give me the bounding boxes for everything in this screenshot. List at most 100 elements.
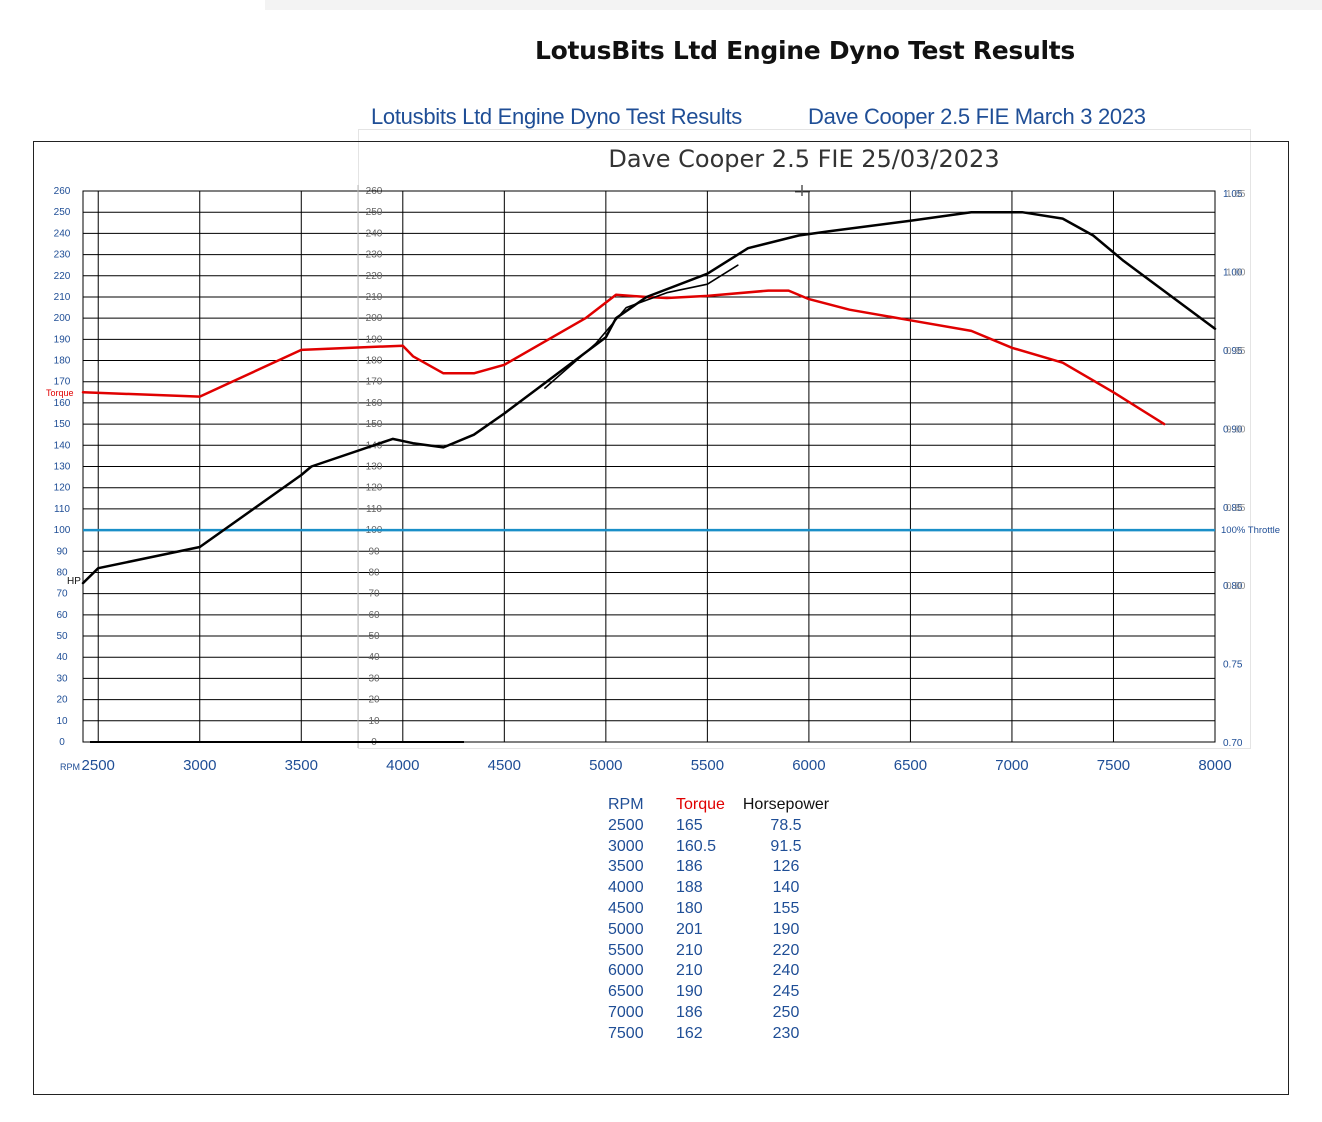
inner-y-tick-label: 180 xyxy=(366,356,383,367)
x-tick-label: 3000 xyxy=(183,757,216,774)
y-tick-label: 100 xyxy=(54,525,71,536)
inner-y-tick-label: 170 xyxy=(366,377,383,388)
cell-torque: 190 xyxy=(676,983,703,1001)
cell-horsepower: 155 xyxy=(772,899,800,917)
y-tick-label: 80 xyxy=(56,567,68,578)
y-tick-label: 230 xyxy=(54,250,71,261)
y-tick-label: 110 xyxy=(54,504,70,515)
y-tick-label: 0 xyxy=(59,737,65,748)
cell-torque: 210 xyxy=(676,962,703,980)
table-row: 6500 190 245 xyxy=(600,982,840,1003)
hp-axis-label: HP xyxy=(67,576,81,587)
inner-y-tick-label: 50 xyxy=(368,631,380,642)
y-tick-label: 190 xyxy=(54,334,71,345)
inner-y-tick-label: 130 xyxy=(366,462,383,473)
table-row: 6000 210 240 xyxy=(600,961,840,982)
inner-y-tick-label: 40 xyxy=(368,652,380,663)
inner-y-tick-label: 70 xyxy=(368,589,380,600)
header-left-title: Lotusbits Ltd Engine Dyno Test Results xyxy=(371,104,742,129)
cell-horsepower: 140 xyxy=(772,879,800,897)
y-tick-label: 30 xyxy=(56,673,68,684)
cell-rpm: 6500 xyxy=(608,983,644,1001)
y-right-tick-overlap: 1.00 xyxy=(1226,268,1246,279)
y-right-tick-label: 0.95 xyxy=(1223,346,1243,357)
chart-title: Dave Cooper 2.5 FIE 25/03/2023 xyxy=(608,145,1000,173)
cell-rpm: 7000 xyxy=(608,1003,644,1021)
inner-y-tick-label: 20 xyxy=(368,695,380,706)
table-row: 2500 165 78.5 xyxy=(600,816,840,837)
header-horsepower: Horsepower xyxy=(742,796,830,813)
cell-torque: 160.5 xyxy=(676,837,717,855)
x-tick-label: 6000 xyxy=(792,757,825,774)
inner-y-tick-label: 230 xyxy=(366,250,383,261)
horsepower-run2-line xyxy=(544,264,739,389)
x-tick-label: 4000 xyxy=(386,757,419,774)
y-tick-label: 60 xyxy=(56,610,68,621)
table-row: 7000 186 250 xyxy=(600,1003,840,1024)
y-tick-label: 210 xyxy=(54,292,71,303)
table-row: 4000 188 140 xyxy=(600,878,840,899)
inner-y-tick-label: 220 xyxy=(366,271,383,282)
table-row: 5500 210 220 xyxy=(600,941,840,962)
rpm-axis-label: RPM xyxy=(60,762,80,772)
y-right-tick-label: 0.85 xyxy=(1223,503,1243,514)
y-right-tick-label: 1.00 xyxy=(1223,268,1243,279)
x-tick-label: 7000 xyxy=(995,757,1028,774)
cell-rpm: 5000 xyxy=(608,920,644,938)
header-rpm: RPM xyxy=(608,796,644,813)
inner-y-tick-label: 200 xyxy=(366,313,383,324)
y-tick-label: 130 xyxy=(54,462,71,473)
y-tick-label: 70 xyxy=(56,589,68,600)
header-right-title: Dave Cooper 2.5 FIE March 3 2023 xyxy=(808,104,1146,129)
cell-rpm: 7500 xyxy=(608,1024,644,1042)
y-right-tick-label: 0.90 xyxy=(1223,424,1243,435)
inner-y-tick-label: 160 xyxy=(366,398,383,409)
cell-horsepower: 190 xyxy=(772,920,800,938)
y-tick-label: 50 xyxy=(56,631,68,642)
x-tick-label: 5500 xyxy=(691,757,724,774)
inner-y-tick-label: 240 xyxy=(366,228,383,239)
y-tick-label: 180 xyxy=(54,356,71,367)
header-torque: Torque xyxy=(676,796,725,813)
y-tick-label: 40 xyxy=(56,652,68,663)
x-tick-label: 8000 xyxy=(1198,757,1231,774)
cell-rpm: 3500 xyxy=(608,858,644,876)
cell-horsepower: 126 xyxy=(772,858,800,876)
results-table: RPM Torque Horsepower 2500 165 78.5 3000 16… xyxy=(600,795,840,1045)
y-right-tick-overlap: 0.80 xyxy=(1226,581,1246,592)
cell-rpm: 5500 xyxy=(608,941,644,959)
throttle-label: 100% Throttle xyxy=(1221,525,1280,536)
cell-torque: 186 xyxy=(676,1003,703,1021)
x-tick-label: 3500 xyxy=(285,757,318,774)
y-tick-label: 140 xyxy=(54,440,71,451)
cell-rpm: 4000 xyxy=(608,879,644,897)
x-tick-label: 2500 xyxy=(82,757,115,774)
chart-frame xyxy=(33,141,1289,1095)
y-tick-label: 120 xyxy=(54,483,71,494)
inner-y-tick-label: 210 xyxy=(366,292,383,303)
cell-horsepower: 230 xyxy=(772,1024,800,1042)
cell-torque: 210 xyxy=(676,941,703,959)
cell-horsepower: 220 xyxy=(772,941,800,959)
cell-torque: 201 xyxy=(676,920,703,938)
inner-y-tick-label: 60 xyxy=(368,610,380,621)
plot-area xyxy=(82,190,1216,743)
inner-y-tick-label: 30 xyxy=(368,673,380,684)
table-row: 7500 162 230 xyxy=(600,1024,840,1045)
inner-y-tick-label: 150 xyxy=(366,419,383,430)
inner-y-tick-label: 80 xyxy=(368,567,380,578)
x-tick-label: 4500 xyxy=(488,757,521,774)
cell-torque: 180 xyxy=(676,899,703,917)
y-tick-label: 90 xyxy=(56,546,68,557)
cell-horsepower: 240 xyxy=(772,962,800,980)
y-tick-label: 160 xyxy=(54,398,71,409)
x-tick-label: 6500 xyxy=(894,757,927,774)
y-right-tick-overlap: 0.95 xyxy=(1226,346,1246,357)
cell-torque: 186 xyxy=(676,858,703,876)
y-tick-label: 150 xyxy=(54,419,71,430)
x-tick-label: 5000 xyxy=(589,757,622,774)
inner-y-tick-label: 90 xyxy=(368,546,380,557)
cell-rpm: 4500 xyxy=(608,899,644,917)
x-tick-label: 7500 xyxy=(1097,757,1130,774)
